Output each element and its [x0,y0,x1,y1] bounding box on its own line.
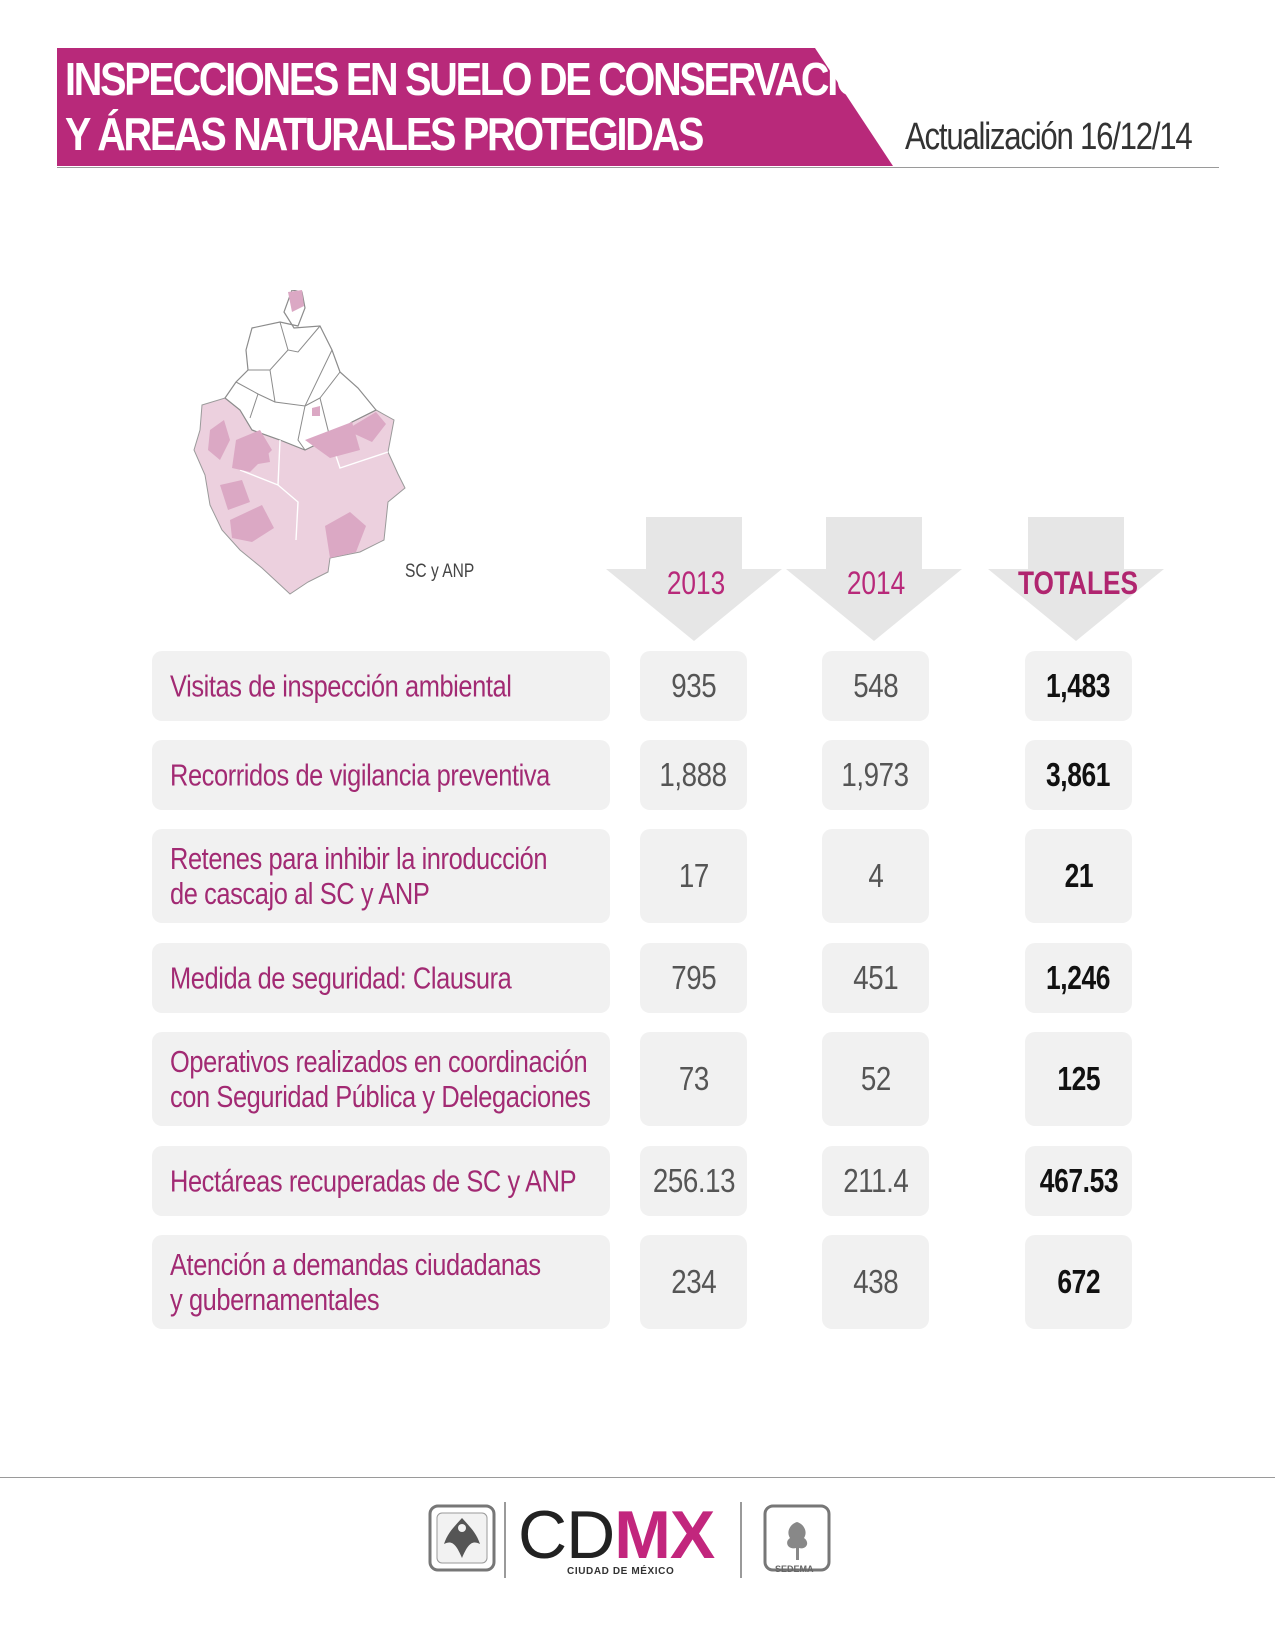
column-header-2013: 2013 [606,517,786,644]
cell-value: 795 [671,959,716,996]
cell-value: 125 [1057,1060,1100,1097]
cell-value: 1,973 [841,756,910,793]
column-header-totales: TOTALES [988,517,1168,644]
cell-2014: 4 [822,829,929,923]
footer-logos: CDMX CIUDAD DE MÉXICO SEDEMA [428,1497,848,1578]
cell-2013: 17 [640,829,747,923]
cell-2013: 234 [640,1235,747,1329]
cell-value: 438 [853,1263,898,1300]
table-row-label: Visitas de inspección ambiental [152,651,610,721]
row-label-text: Recorridos de vigilancia preventiva [170,757,550,793]
cell-total: 3,861 [1025,740,1132,810]
cell-total: 125 [1025,1032,1132,1126]
cell-2014: 211.4 [822,1146,929,1216]
cell-value: 1,246 [1046,959,1111,996]
cell-total: 1,246 [1025,943,1132,1013]
update-date: Actualización 16/12/14 [905,116,1193,158]
cell-value: 1,483 [1046,667,1111,704]
cdmx-logo-mx: MX [614,1497,715,1573]
cell-total: 467.53 [1025,1146,1132,1216]
column-label-2014: 2014 [846,565,906,601]
cell-value: 21 [1064,857,1093,894]
cdmx-logo: CDMX [518,1496,715,1574]
header-banner: INSPECCIONES EN SUELO DE CONSERVACIÓN Y … [57,48,977,168]
row-label-text: Operativos realizados en coordinación co… [170,1044,591,1114]
row-label-text: Visitas de inspección ambiental [170,668,512,704]
cell-2014: 1,973 [822,740,929,810]
cell-value: 451 [853,959,898,996]
table-row-label: Medida de seguridad: Clausura [152,943,610,1013]
cdmx-logo-cd: CD [518,1497,615,1573]
map-illustration [193,289,406,595]
cdmx-logo-subtitle: CIUDAD DE MÉXICO [567,1566,675,1577]
table-row-label: Hectáreas recuperadas de SC y ANP [152,1146,610,1216]
cell-2013: 935 [640,651,747,721]
cell-2013: 256.13 [640,1146,747,1216]
cell-total: 1,483 [1025,651,1132,721]
table-row-label: Recorridos de vigilancia preventiva [152,740,610,810]
cell-value: 17 [678,857,709,894]
title-line-1: INSPECCIONES EN SUELO DE CONSERVACIÓN [65,53,893,105]
cell-total: 672 [1025,1235,1132,1329]
page-title: INSPECCIONES EN SUELO DE CONSERVACIÓN Y … [65,52,893,162]
cell-value: 548 [853,667,898,704]
cell-total: 21 [1025,829,1132,923]
cell-2013: 1,888 [640,740,747,810]
cell-2014: 52 [822,1032,929,1126]
down-arrow-icon [606,517,782,641]
cell-value: 52 [860,1060,891,1097]
cell-value: 256.13 [652,1162,735,1199]
cell-2014: 438 [822,1235,929,1329]
sedema-logo-label: SEDEMA [775,1564,814,1574]
cell-2014: 548 [822,651,929,721]
row-label-text: Retenes para inhibir la inroducción de c… [170,841,548,911]
cell-value: 1,888 [659,756,728,793]
cell-value: 672 [1057,1263,1100,1300]
cell-value: 3,861 [1046,756,1111,793]
cell-value: 467.53 [1039,1162,1118,1199]
cell-value: 73 [678,1060,709,1097]
cell-2014: 451 [822,943,929,1013]
column-header-2014: 2014 [786,517,966,644]
cell-value: 935 [671,667,716,704]
table-row-label: Atención a demandas ciudadanas y guberna… [152,1235,610,1329]
row-label-text: Hectáreas recuperadas de SC y ANP [170,1163,577,1199]
down-arrow-icon [988,517,1164,641]
cell-2013: 795 [640,943,747,1013]
row-label-text: Atención a demandas ciudadanas y guberna… [170,1247,541,1317]
table-row-label: Operativos realizados en coordinación co… [152,1032,610,1126]
down-arrow-icon [786,517,962,641]
logo-frames [428,1502,831,1578]
cell-2013: 73 [640,1032,747,1126]
column-label-2013: 2013 [666,565,726,601]
cell-value: 4 [867,857,883,894]
cell-value: 211.4 [842,1162,909,1199]
column-label-totales: TOTALES [1017,565,1139,601]
footer-divider [0,1477,1275,1478]
map-legend-label: SC y ANP [405,561,475,582]
table-row-label: Retenes para inhibir la inroducción de c… [152,829,610,923]
banner-shape [57,48,893,166]
row-label-text: Medida de seguridad: Clausura [170,960,512,996]
title-line-2: Y ÁREAS NATURALES PROTEGIDAS [65,108,704,160]
header-divider [57,167,1219,168]
cell-value: 234 [671,1263,716,1300]
cdmx-map [180,289,420,600]
